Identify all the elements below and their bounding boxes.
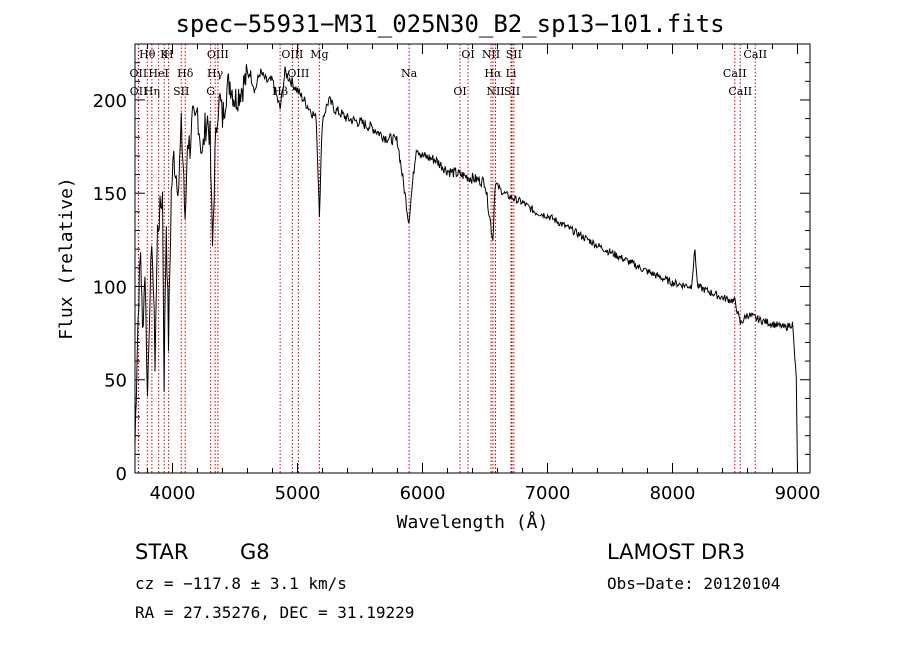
chart-title: spec−55931−M31_025N30_B2_sp13−101.fits [175, 10, 725, 38]
spectrum-series [134, 64, 798, 474]
line-label: SII [504, 85, 520, 98]
object-class: STAR [135, 540, 189, 564]
line-label: OIII [207, 48, 229, 61]
spectral-line-markers [137, 44, 756, 473]
line-label: SII [173, 85, 189, 98]
line-label: Hθ [139, 48, 156, 61]
line-label: OIII [281, 48, 303, 61]
line-label: Hγ [207, 67, 224, 80]
x-tick-label: 8000 [650, 483, 696, 504]
line-label: OI [453, 85, 466, 98]
x-tick-label: 9000 [775, 483, 821, 504]
x-tick-label: 7000 [525, 483, 571, 504]
x-tick-label: 4000 [150, 483, 196, 504]
line-labels: Hθ OII OII K HeI Hη HHδ SII OIII Hγ G OIII OIII Hβ Mg N… [130, 48, 768, 98]
line-label: CaII [723, 67, 747, 80]
line-label: CaII [728, 85, 752, 98]
y-tick-label: 150 [93, 184, 127, 205]
coordinates: RA = 27.35276, DEC = 31.19229 [135, 603, 415, 622]
line-label: NII [482, 48, 500, 61]
line-label: Hδ [177, 67, 194, 80]
line-label: CaII [743, 48, 767, 61]
line-label: Mg [310, 48, 328, 61]
line-label: H [164, 48, 174, 61]
x-tick-label: 5000 [275, 483, 321, 504]
y-tick-label: 200 [93, 91, 127, 112]
line-label: NII [486, 85, 504, 98]
survey-name: LAMOST DR3 [607, 540, 746, 564]
line-label: OI [461, 48, 474, 61]
line-label: Li [506, 67, 517, 80]
line-label: OII [130, 67, 148, 80]
redshift-readout: cz = −117.8 ± 3.1 km/s [135, 574, 347, 593]
line-label: Hβ [272, 85, 288, 98]
y-tick-label: 100 [93, 277, 127, 298]
line-label: Hη [144, 85, 160, 98]
spectrum-line [134, 64, 798, 474]
x-axis-label: Wavelength (Å) [397, 511, 549, 533]
y-axis-label: Flux (relative) [56, 177, 77, 340]
y-tick-label: 50 [104, 371, 127, 392]
line-label: K [160, 48, 169, 61]
line-label: HeI [148, 67, 168, 80]
line-label: Na [401, 67, 418, 80]
line-label: OIII [287, 67, 309, 80]
object-subclass: G8 [240, 540, 270, 564]
x-tick-label: 6000 [400, 483, 446, 504]
line-label: Hα [484, 67, 502, 80]
obs-date: Obs−Date: 20120104 [607, 574, 781, 593]
y-tick-label: 0 [116, 464, 127, 485]
line-label: OII [130, 85, 148, 98]
axis-ticks: 4000 5000 6000 7000 8000 9000 0 50 100 150 200 [93, 44, 821, 504]
line-label: G [206, 85, 215, 98]
line-label: SII [506, 48, 522, 61]
